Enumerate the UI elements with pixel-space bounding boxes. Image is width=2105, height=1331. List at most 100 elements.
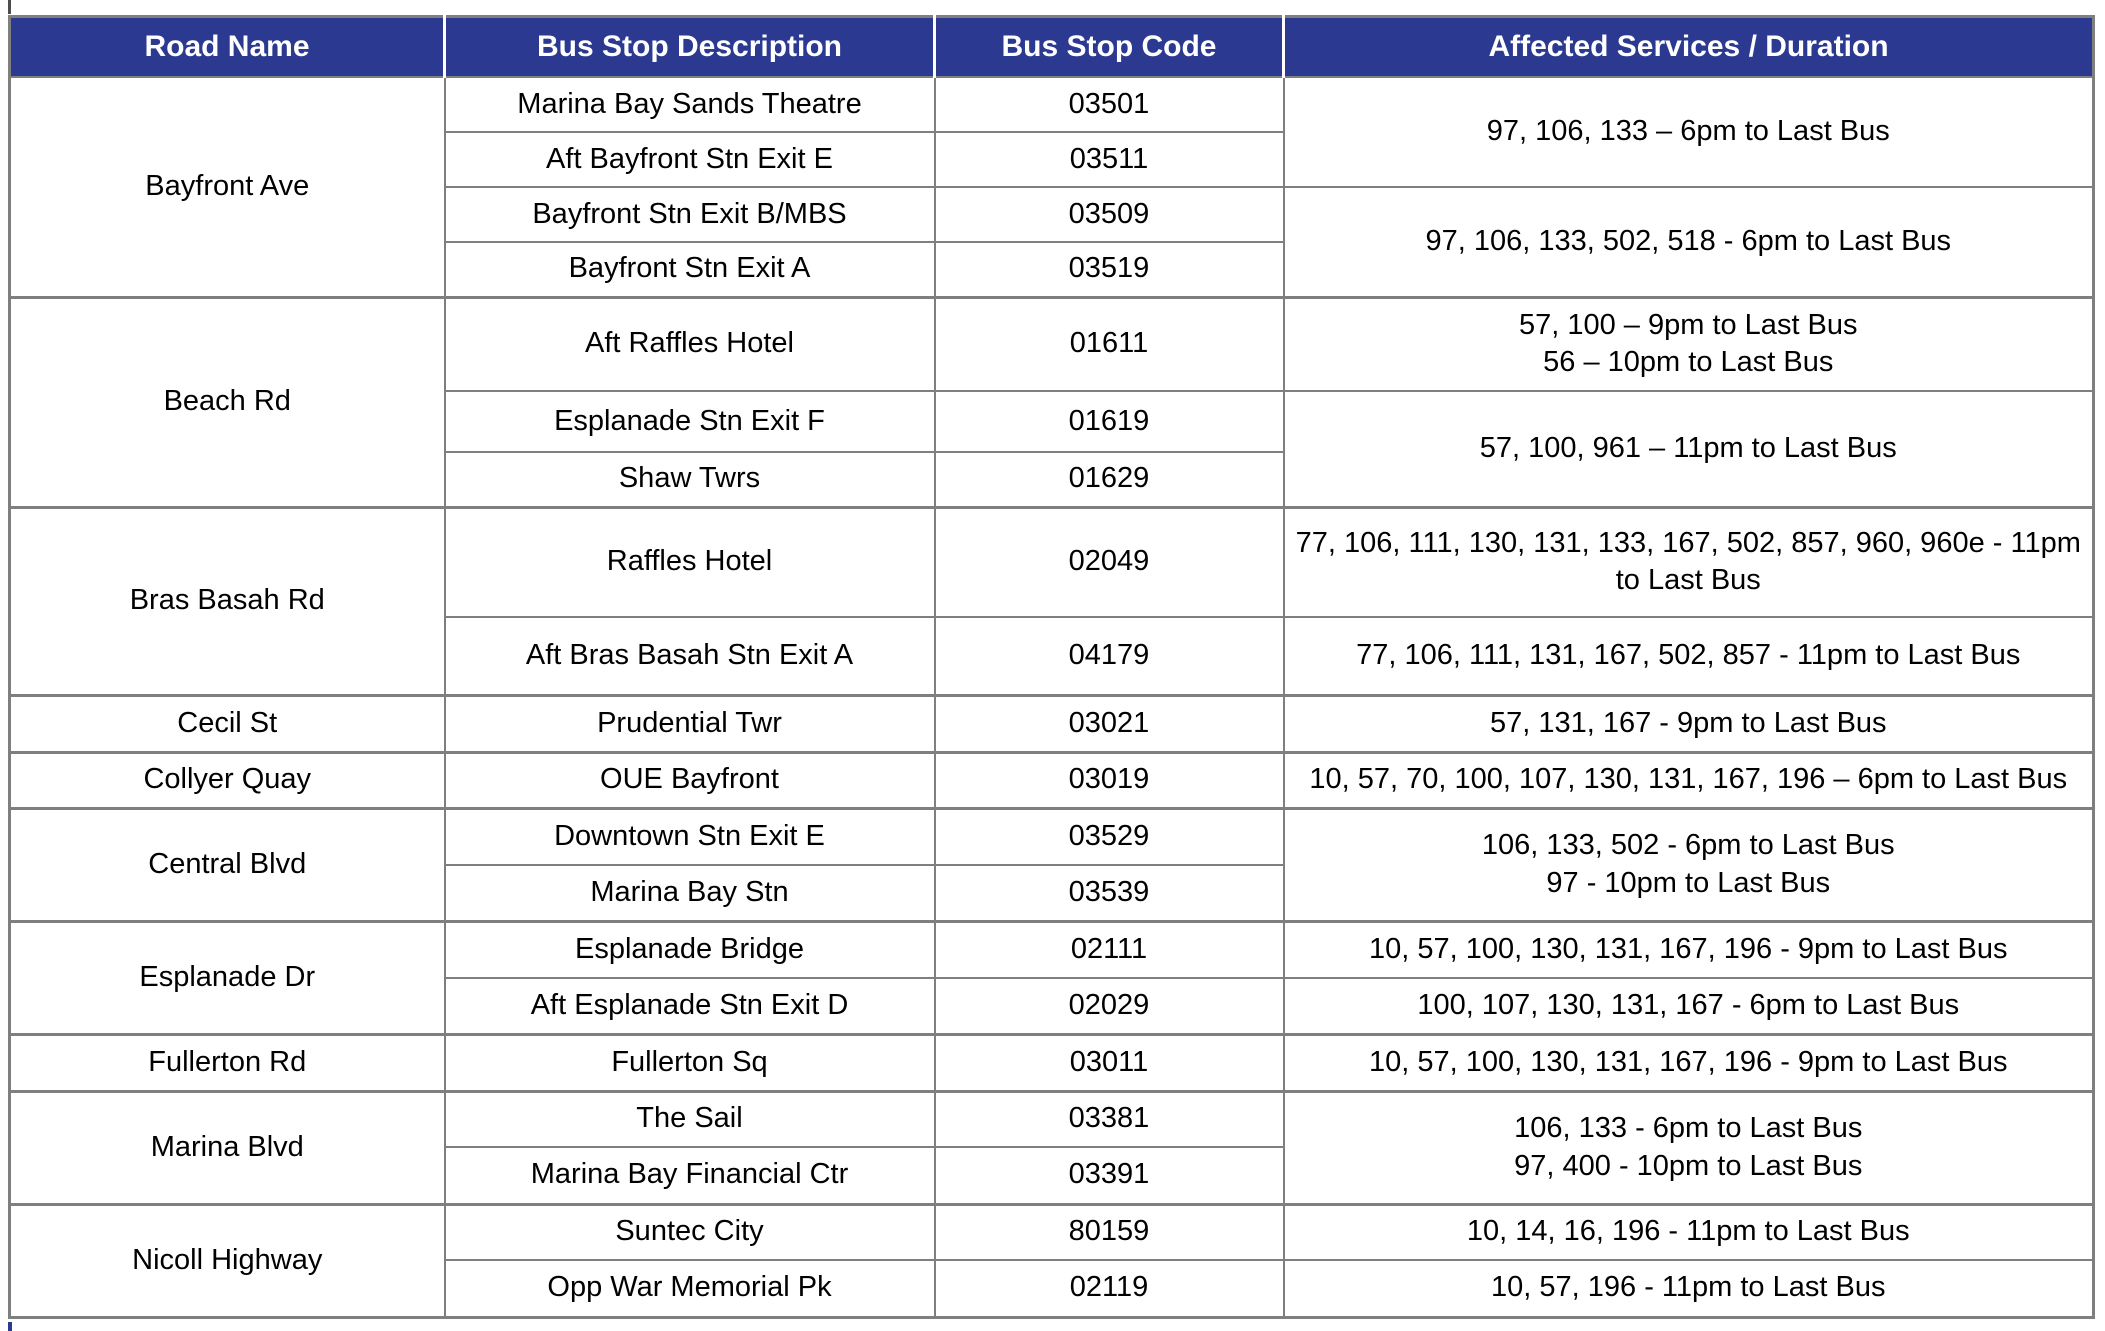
stop-code-cell: 03511 — [933, 131, 1285, 188]
road-name-cell: Central Blvd — [8, 806, 446, 922]
stop-code-cell: 03519 — [933, 241, 1285, 298]
stop-description-cell: Downtown Stn Exit E — [443, 806, 936, 866]
table-row: Bras Basah Rd Raffles Hotel 02049 77, 106, … — [8, 505, 2095, 696]
services-cell: 77, 106, 111, 130, 131, 133, 167, 502, 8… — [1282, 505, 2095, 618]
stop-description-cell: Aft Raffles Hotel — [443, 295, 936, 392]
header-row: Road Name Bus Stop Description Bus Stop … — [9, 16, 2094, 77]
road-name-cell: Cecil St — [8, 693, 446, 753]
services-cell: 97, 106, 133 – 6pm to Last Bus — [1282, 76, 2095, 188]
road-name-cell: Bras Basah Rd — [8, 505, 446, 696]
services-line: 106, 133, 502 - 6pm to Last Bus — [1481, 828, 1895, 861]
table-row: Esplanade Dr Esplanade Bridge 02111 10, 57,… — [8, 919, 2095, 1035]
services-cell: 10, 57, 70, 100, 107, 130, 131, 167, 196… — [1282, 750, 2095, 809]
services-line: 97, 400 - 10pm to Last Bus — [1514, 1149, 1863, 1182]
stop-description-cell: Marina Bay Stn — [443, 864, 936, 922]
table-row: Bayfront Ave Marina Bay Sands Theatre 0350… — [8, 76, 2095, 298]
bus-stop-closure-table: Road Name Bus Stop Description Bus Stop … — [8, 15, 2095, 1319]
services-line: 57, 100, 961 – 11pm to Last Bus — [1479, 431, 1897, 464]
services-line: 77, 106, 111, 131, 167, 502, 857 - 11pm … — [1356, 638, 2021, 671]
stop-code-cell: 80159 — [933, 1202, 1285, 1261]
road-name-cell: Marina Blvd — [8, 1089, 446, 1205]
road-name-cell: Nicoll Highway — [8, 1202, 446, 1318]
services-line: 10, 57, 70, 100, 107, 130, 131, 167, 196… — [1309, 763, 2068, 796]
stop-code-cell: 01611 — [933, 295, 1285, 392]
services-line: 97, 106, 133 – 6pm to Last Bus — [1486, 115, 1890, 148]
services-line: 57, 100 – 9pm to Last Bus — [1518, 308, 1858, 341]
stop-code-cell: 02029 — [933, 977, 1285, 1035]
services-cell: 10, 57, 100, 130, 131, 167, 196 - 9pm to… — [1282, 1032, 2095, 1092]
road-name-cell: Bayfront Ave — [8, 76, 446, 298]
stop-description-cell: Esplanade Stn Exit F — [443, 390, 936, 453]
services-line: 10, 14, 16, 196 - 11pm to Last Bus — [1466, 1215, 1910, 1248]
table-header: Road Name Bus Stop Description Bus Stop … — [9, 16, 2094, 77]
table-row: Shaw Twrs 01629 — [10, 451, 2094, 508]
stop-code-cell: 02049 — [933, 505, 1285, 618]
services-cell: 106, 133, 502 - 6pm to Last Bus 97 - 10pm… — [1282, 806, 2095, 922]
stop-code-cell: 01619 — [933, 390, 1285, 453]
table-row: Cecil St Prudential Twr 03021 57, 131, 167 … — [8, 693, 2095, 753]
stop-code-cell: 03539 — [933, 864, 1285, 922]
services-line: 97, 106, 133, 502, 518 - 6pm to Last Bus — [1425, 224, 1952, 257]
services-line: 10, 57, 196 - 11pm to Last Bus — [1491, 1271, 1886, 1304]
services-line: 77, 106, 111, 130, 131, 133, 167, 502, 8… — [1295, 526, 2081, 597]
services-line: 106, 133 - 6pm to Last Bus — [1514, 1111, 1863, 1144]
road-name-cell: Esplanade Dr — [8, 919, 446, 1035]
table-row: Opp War Memorial Pk 02119 10, 57, 196 - 11… — [10, 1259, 2095, 1318]
stop-code-cell: 04179 — [933, 616, 1285, 696]
table-row: Central Blvd Downtown Stn Exit E 03529 106,… — [8, 806, 2095, 922]
table-row: Nicoll Highway Suntec City 80159 10, 14, 16… — [8, 1202, 2095, 1318]
stop-description-cell: Shaw Twrs — [443, 451, 936, 508]
table-row: Marina Bay Financial Ctr 03391 — [10, 1146, 2094, 1205]
stop-code-cell: 01629 — [933, 451, 1285, 508]
table-row: Fullerton Rd Fullerton Sq 03011 10, 57, 100… — [8, 1032, 2095, 1092]
col-header-road-name: Road Name — [9, 16, 446, 77]
stop-description-cell: The Sail — [443, 1089, 936, 1148]
stop-description-cell: Marina Bay Financial Ctr — [443, 1146, 936, 1205]
stop-code-cell: 03021 — [933, 693, 1285, 753]
table-body: Bayfront Ave Marina Bay Sands Theatre 0350… — [8, 76, 2095, 1318]
stop-description-cell: Aft Bayfront Stn Exit E — [443, 131, 936, 188]
services-cell: 57, 131, 167 - 9pm to Last Bus — [1282, 693, 2095, 753]
table-row: Bayfront Stn Exit B/MBS 03509 97, 106, 133… — [10, 186, 2095, 298]
stop-description-cell: Suntec City — [443, 1202, 936, 1261]
services-line: 100, 107, 130, 131, 167 - 6pm to Last Bu… — [1417, 988, 1960, 1021]
services-line: 10, 57, 100, 130, 131, 167, 196 - 9pm to… — [1369, 932, 2008, 965]
stop-description-cell: Fullerton Sq — [443, 1032, 936, 1092]
services-cell: 57, 100, 961 – 11pm to Last Bus — [1282, 390, 2095, 508]
stop-description-cell: Bayfront Stn Exit B/MBS — [443, 186, 936, 243]
stop-description-cell: Opp War Memorial Pk — [443, 1259, 936, 1318]
road-name-cell: Fullerton Rd — [8, 1032, 446, 1092]
stop-description-cell: Bayfront Stn Exit A — [443, 241, 936, 298]
services-cell: 77, 106, 111, 131, 167, 502, 857 - 11pm … — [1282, 616, 2095, 696]
services-line: 10, 57, 100, 130, 131, 167, 196 - 9pm to… — [1369, 1045, 2008, 1078]
road-name-cell: Collyer Quay — [8, 750, 446, 809]
stop-code-cell: 03529 — [933, 806, 1285, 866]
services-cell: 10, 57, 196 - 11pm to Last Bus — [1282, 1259, 2095, 1318]
stop-description-cell: OUE Bayfront — [443, 750, 936, 809]
stop-description-cell: Aft Bras Basah Stn Exit A — [443, 616, 936, 696]
services-cell: 10, 14, 16, 196 - 11pm to Last Bus — [1282, 1202, 2095, 1261]
services-cell: 57, 100 – 9pm to Last Bus 56 – 10pm to La… — [1282, 295, 2095, 392]
table-row: Marina Bay Stn 03539 — [10, 864, 2094, 922]
table-row: Collyer Quay OUE Bayfront 03019 10, 57, 70,… — [8, 750, 2095, 809]
table-row: Bayfront Stn Exit A 03519 — [10, 241, 2094, 298]
table-row: Beach Rd Aft Raffles Hotel 01611 57, 100 – … — [8, 295, 2095, 508]
services-cell: 106, 133 - 6pm to Last Bus 97, 400 - 10pm… — [1282, 1089, 2095, 1205]
stop-description-cell: Marina Bay Sands Theatre — [443, 76, 936, 133]
stop-code-cell: 02119 — [933, 1259, 1285, 1318]
table-row: Marina Blvd The Sail 03381 106, 133 - 6pm t… — [8, 1089, 2095, 1205]
table-row: Aft Bras Basah Stn Exit A 04179 77, 106, 1… — [10, 616, 2095, 696]
services-line: 56 – 10pm to Last Bus — [1543, 346, 1834, 379]
services-cell: 10, 57, 100, 130, 131, 167, 196 - 9pm to… — [1282, 919, 2095, 979]
road-name-cell: Beach Rd — [8, 295, 446, 508]
stop-code-cell: 03019 — [933, 750, 1285, 809]
table-row: Esplanade Stn Exit F 01619 57, 100, 961 – … — [10, 390, 2095, 508]
cropped-content-edge-top — [8, 0, 11, 14]
stop-code-cell: 03391 — [933, 1146, 1285, 1205]
col-header-bus-stop-description: Bus Stop Description — [444, 16, 936, 77]
table-row: Aft Esplanade Stn Exit D 02029 100, 107, 1… — [10, 977, 2095, 1035]
services-cell: 97, 106, 133, 502, 518 - 6pm to Last Bus — [1282, 186, 2095, 298]
stop-code-cell: 03381 — [933, 1089, 1285, 1148]
services-line: 97 - 10pm to Last Bus — [1546, 866, 1831, 899]
stop-description-cell: Esplanade Bridge — [443, 919, 936, 979]
